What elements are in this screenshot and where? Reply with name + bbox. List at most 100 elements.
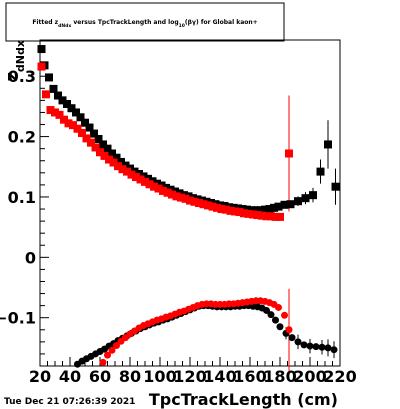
x-tick-label: 20 [29, 367, 51, 386]
data-point [145, 180, 154, 189]
data-point [37, 45, 46, 54]
x-tick-label: 100 [143, 367, 176, 386]
x-tick-label: 140 [203, 367, 236, 386]
data-point [96, 148, 104, 157]
x-axis-title: TpcTrackLength (cm) [149, 390, 338, 409]
data-point [208, 202, 217, 211]
y-tick-label: −0.1 [0, 309, 36, 328]
data-point [105, 155, 113, 164]
data-point [123, 167, 131, 176]
error-bars [285, 95, 336, 371]
data-point [330, 346, 338, 354]
data-point [55, 110, 64, 119]
data-point [78, 128, 86, 137]
data-point [285, 149, 293, 158]
data-point [99, 358, 107, 366]
data-point [72, 108, 80, 117]
x-tick-label: 220 [323, 367, 356, 386]
data-point [112, 153, 121, 162]
data-point [262, 212, 271, 221]
x-tick-label: 40 [59, 367, 81, 386]
data-point [324, 344, 332, 352]
x-tick-label: 180 [263, 367, 296, 386]
data-point [276, 323, 284, 331]
data-point [64, 119, 73, 128]
data-point [37, 62, 46, 71]
data-point [265, 205, 274, 214]
data-point [51, 108, 59, 117]
data-point [253, 211, 262, 220]
x-tick-label: 80 [119, 367, 141, 386]
data-point [85, 123, 94, 132]
data-point [168, 190, 176, 199]
data-point [42, 90, 50, 99]
data-point [267, 311, 275, 319]
data-point [252, 206, 260, 215]
data-point [159, 186, 167, 195]
data-point [117, 157, 125, 166]
data-point [103, 144, 112, 153]
x-tick-label: 60 [89, 367, 111, 386]
data-point [294, 197, 302, 206]
data-point [104, 351, 111, 359]
x-tick-label: 200 [293, 367, 326, 386]
data-point [108, 346, 116, 354]
data-point [271, 212, 280, 221]
data-point [318, 343, 326, 351]
data-point [99, 140, 107, 149]
data-point [300, 341, 308, 349]
data-point [274, 202, 283, 211]
data-point [181, 194, 190, 203]
data-point [76, 113, 85, 122]
data-point [45, 73, 53, 82]
data-point [222, 205, 230, 214]
data-point [316, 167, 325, 176]
y-tick-label: 0.2 [8, 128, 36, 147]
data-point [275, 303, 282, 311]
data-point [258, 211, 266, 220]
data-point [301, 194, 310, 203]
data-point [132, 173, 140, 182]
y-tick-label: 0 [25, 248, 36, 267]
data-point [108, 149, 116, 158]
data-point [331, 182, 340, 191]
data-point [60, 115, 68, 124]
data-point [256, 206, 265, 215]
data-point [150, 182, 158, 191]
data-point [113, 341, 120, 349]
data-point [82, 134, 91, 143]
data-point [172, 192, 181, 201]
data-point [235, 208, 244, 217]
data-point [127, 170, 136, 179]
chart-title: Fitted zdNdx versus TpcTrackLength and l… [32, 19, 257, 29]
data-point [195, 199, 203, 207]
data-point [73, 124, 82, 133]
data-point [154, 184, 163, 193]
x-tick-label: 120 [173, 367, 206, 386]
data-points [37, 45, 340, 368]
data-point [217, 205, 226, 214]
data-point [272, 316, 279, 324]
data-point [244, 209, 253, 218]
data-point [249, 210, 257, 219]
data-point [46, 106, 55, 115]
data-point [280, 200, 289, 209]
data-point [177, 193, 185, 202]
data-point [270, 203, 278, 212]
x-tick-label: 160 [233, 367, 266, 386]
data-point [87, 138, 95, 147]
data-point [288, 334, 296, 342]
data-point [306, 342, 314, 350]
data-point [190, 197, 199, 206]
data-point [90, 129, 98, 138]
data-point [67, 104, 76, 113]
data-point [312, 343, 320, 351]
data-point [324, 140, 332, 149]
data-point [118, 165, 127, 174]
data-point [204, 201, 212, 210]
data-point [261, 205, 269, 214]
data-point [294, 338, 302, 346]
data-point [281, 311, 288, 319]
data-point [285, 326, 293, 334]
